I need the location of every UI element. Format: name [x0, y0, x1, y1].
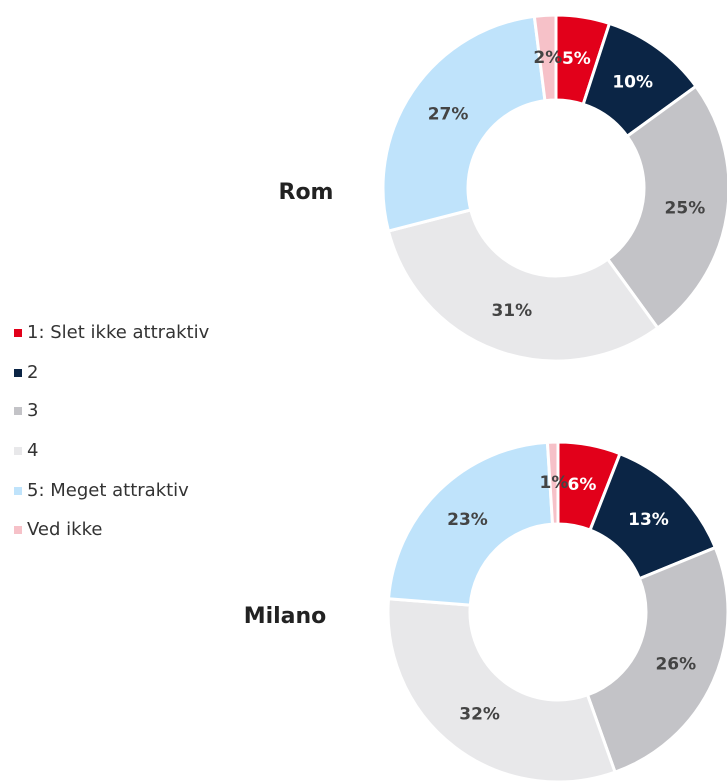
slice: [381, 14, 547, 233]
legend-label: 5: Meget attraktiv: [27, 480, 189, 501]
legend-swatch: [14, 329, 22, 337]
legend-label: 4: [27, 440, 38, 461]
slice: [386, 440, 555, 607]
data-label: 10%: [612, 72, 653, 92]
slice: [532, 13, 558, 103]
slice: [386, 208, 660, 363]
data-label: 5%: [562, 49, 591, 69]
data-label: 23%: [447, 510, 488, 530]
data-label: 32%: [459, 704, 500, 724]
legend-swatch: [14, 447, 22, 455]
slice: [585, 545, 727, 775]
data-label: 26%: [655, 655, 696, 675]
chart-title: Rom: [279, 180, 334, 205]
legend-swatch: [14, 487, 22, 495]
slice: [545, 440, 560, 526]
data-label: 1%: [540, 473, 569, 493]
slice: [386, 597, 617, 784]
legend-label: 2: [27, 362, 38, 383]
data-label: 25%: [665, 198, 706, 218]
chart-title: Milano: [244, 604, 327, 629]
slice: [605, 84, 727, 331]
legend-swatch: [14, 369, 22, 377]
data-label: 31%: [491, 301, 532, 321]
data-label: 2%: [533, 48, 562, 68]
legend-label: 1: Slet ikke attraktiv: [27, 322, 210, 343]
legend-swatch: [14, 526, 22, 534]
legend-label: 3: [27, 400, 38, 421]
legend-label: Ved ikke: [27, 519, 102, 540]
legend-swatch: [14, 407, 22, 415]
data-label: 13%: [628, 510, 669, 530]
data-label: 6%: [567, 475, 596, 495]
data-label: 27%: [428, 105, 469, 125]
